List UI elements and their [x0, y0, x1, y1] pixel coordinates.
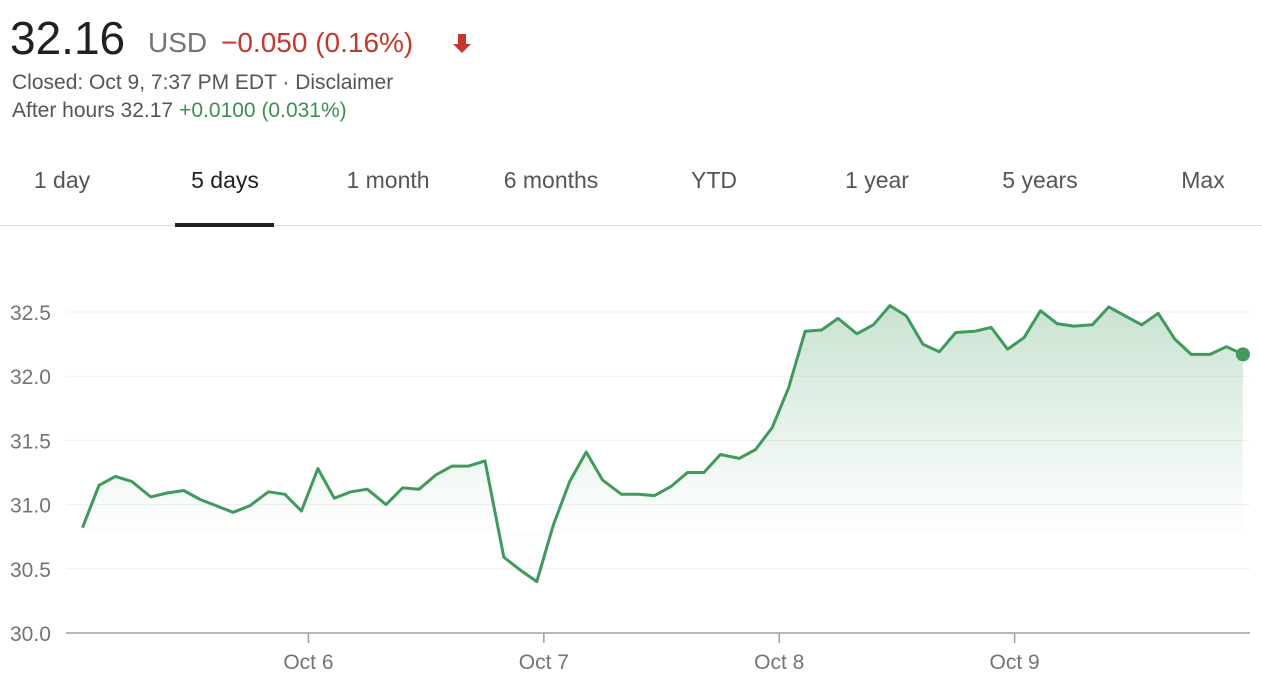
- last-point: [1235, 347, 1250, 362]
- tab[interactable]: 5 days: [191, 167, 259, 193]
- area: [82, 305, 1243, 582]
- tabs: 1 day 5 days 1 month 6 months YTD 1 year 5 yea…: [34, 167, 1225, 227]
- price: 32.16: [10, 12, 125, 64]
- tab[interactable]: 1 day: [34, 167, 91, 193]
- y-tick-label: 32.0: [10, 366, 51, 389]
- x-tick-label: Oct 9: [990, 651, 1040, 674]
- y-tick-label: 31.5: [10, 430, 51, 453]
- y-tick-label: 30.0: [10, 623, 51, 646]
- tab[interactable]: 5 years: [1002, 167, 1077, 193]
- x-tick-label: Oct 6: [283, 651, 333, 674]
- after-hours-price: After hours 32.17: [12, 99, 173, 122]
- after-hours-change: +0.0100 (0.031%): [179, 99, 347, 122]
- change: −0.050 (0.16%): [221, 27, 413, 58]
- x-tick-label: Oct 7: [519, 651, 569, 674]
- tab[interactable]: 1 year: [845, 167, 909, 193]
- closed-text: Closed: Oct 9, 7:37 PM EDT ·: [12, 71, 295, 94]
- plot: 30.0 30.5 31.0 31.5 32.0 32.5 Oct 6 Oct 7 Oct 8 O…: [10, 302, 1250, 674]
- closed-info: Closed: Oct 9, 7:37 PM EDT · Disclaimer: [12, 71, 393, 94]
- tab[interactable]: Max: [1181, 167, 1225, 193]
- tab[interactable]: 1 month: [346, 167, 429, 193]
- x-tick-label: Oct 8: [754, 651, 804, 674]
- y-tick-label: 30.5: [10, 559, 51, 582]
- disclaimer-link[interactable]: Disclaimer: [295, 71, 393, 94]
- price-line: [81, 304, 1244, 584]
- tab[interactable]: 6 months: [504, 167, 599, 193]
- y-tick-label: 31.0: [10, 495, 51, 518]
- down-arrow: [453, 34, 471, 53]
- y-tick-label: 32.5: [10, 302, 51, 325]
- tab[interactable]: YTD: [691, 167, 737, 193]
- tab-underline: [175, 223, 274, 227]
- after-hours: After hours 32.17 +0.0100 (0.031%): [12, 99, 347, 122]
- currency: USD: [148, 27, 207, 58]
